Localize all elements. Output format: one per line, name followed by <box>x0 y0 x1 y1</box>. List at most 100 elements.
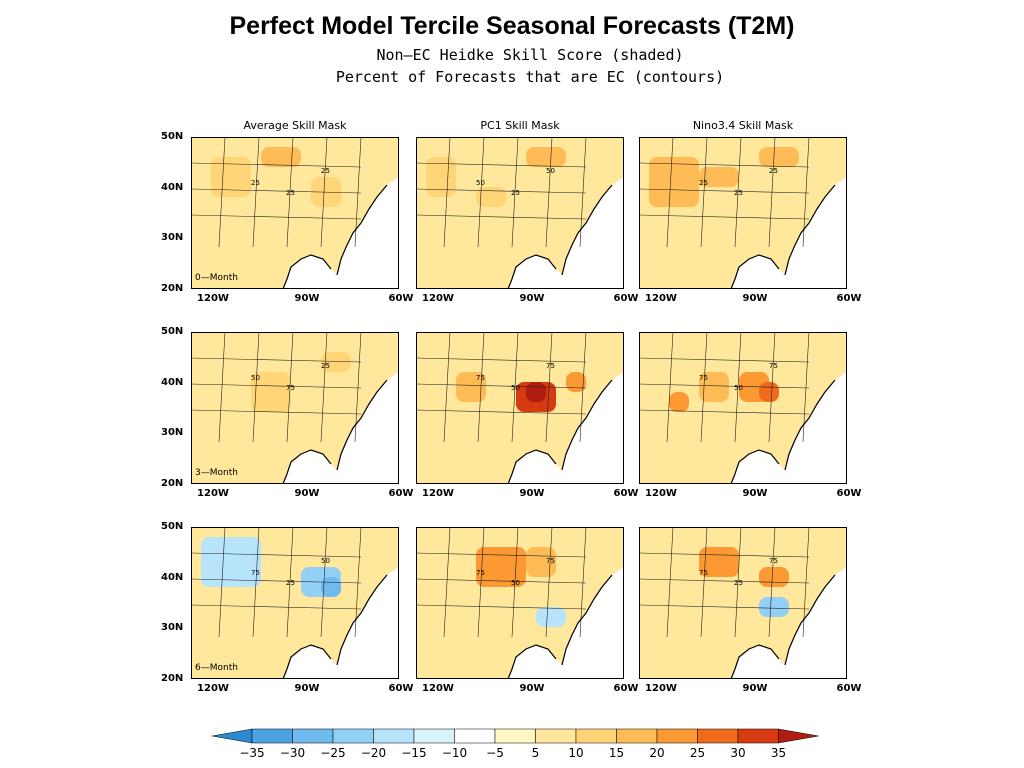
longitude-tick-label: 60W <box>388 683 414 694</box>
state-boundary <box>700 332 708 443</box>
contour-label: 25 <box>286 189 295 197</box>
state-boundary <box>286 137 294 248</box>
lead-time-label: 0—Month <box>195 273 238 283</box>
state-boundary <box>477 137 485 248</box>
map-panel-r0-c1: 50 25 50 <box>416 137 624 289</box>
longitude-tick-label: 60W <box>388 488 414 499</box>
contour-label: 50 <box>476 179 485 187</box>
state-boundary <box>511 137 519 248</box>
state-boundary <box>286 527 294 638</box>
land-shading <box>639 527 847 679</box>
longitude-tick-label: 60W <box>613 683 639 694</box>
state-boundary <box>639 357 810 363</box>
panel-frame <box>191 527 399 679</box>
state-boundary <box>191 604 362 610</box>
latitude-tick-label: 20N <box>161 478 184 489</box>
skill-shading-patch <box>261 147 301 167</box>
longitude-tick-label: 60W <box>836 683 862 694</box>
panel-frame <box>639 527 847 679</box>
state-boundary <box>191 357 362 363</box>
panel-column-title: Average Skill Mask <box>243 119 347 132</box>
latitude-tick-label: 30N <box>161 232 184 244</box>
contour-label: 50 <box>511 579 520 587</box>
coastline <box>507 574 613 679</box>
coastline <box>282 184 388 289</box>
contour-label: 75 <box>476 569 485 577</box>
map-panel-r0-c2: 25 25 25 <box>639 137 847 289</box>
longitude-tick-label: 60W <box>388 293 414 304</box>
state-boundary <box>443 137 451 248</box>
skill-shading-patch <box>526 147 566 167</box>
panel-frame <box>416 137 624 289</box>
state-boundary <box>639 552 810 558</box>
map-panel-r2-c2: 75 25 75 <box>639 527 847 679</box>
state-boundary <box>191 383 362 389</box>
skill-shading-patch <box>201 537 261 587</box>
state-boundary <box>700 137 708 248</box>
state-boundary <box>218 137 226 248</box>
contour-label: 25 <box>321 362 330 370</box>
coastline <box>507 184 613 289</box>
contour-label: 75 <box>769 557 778 565</box>
land-shading <box>639 332 847 484</box>
latitude-tick-label: 40N <box>161 571 184 583</box>
longitude-tick-label: 90W <box>742 293 768 304</box>
state-boundary <box>639 214 810 220</box>
longitude-tick-label: 60W <box>613 488 639 499</box>
coastline <box>507 379 613 484</box>
state-boundary <box>666 527 674 638</box>
state-boundary <box>734 332 742 443</box>
state-boundary <box>416 578 587 584</box>
state-boundary <box>416 552 587 558</box>
latitude-tick-label: 40N <box>161 181 184 193</box>
state-boundary <box>416 357 587 363</box>
state-boundary <box>639 162 810 168</box>
state-boundary <box>416 604 587 610</box>
skill-shading-patch <box>759 147 799 167</box>
longitude-tick-label: 90W <box>742 488 768 499</box>
latitude-tick-label: 20N <box>161 673 184 684</box>
longitude-tick-label: 90W <box>294 488 320 499</box>
lead-time-label: 6—Month <box>195 663 238 673</box>
map-panel-r0-c0: 25 25 25 <box>191 137 399 289</box>
slide-title: Perfect Model Tercile Seasonal Forecasts… <box>229 12 795 40</box>
state-boundary <box>191 552 362 558</box>
state-boundary <box>639 578 810 584</box>
skill-shading-patch <box>211 392 241 422</box>
state-boundary <box>639 604 810 610</box>
longitude-tick-label: 90W <box>742 683 768 694</box>
panel-column-title: PC1 Skill Mask <box>480 119 560 132</box>
skill-shading-patch <box>426 157 456 197</box>
contour-label: 25 <box>734 189 743 197</box>
state-boundary <box>191 409 362 415</box>
map-panel-r2-c1: 75 50 75 <box>416 527 624 679</box>
contour-label: 75 <box>699 569 708 577</box>
longitude-tick-label: 120W <box>645 293 677 304</box>
latitude-tick-label: 30N <box>161 622 184 634</box>
state-boundary <box>639 383 810 389</box>
skill-shading-patch <box>669 392 689 412</box>
skill-shading-patch <box>566 372 586 392</box>
skill-shading-patch <box>456 372 486 402</box>
skill-shading-patch <box>251 372 291 412</box>
subtitle-shaded: Non—EC Heidke Skill Score (shaded) <box>376 46 684 64</box>
contour-label: 50 <box>251 374 260 382</box>
latitude-tick-label: 30N <box>161 427 184 439</box>
latitude-tick-label: 50N <box>161 326 184 337</box>
skill-shading-patch <box>526 382 546 402</box>
longitude-tick-label: 120W <box>422 683 454 694</box>
state-boundary <box>511 332 519 443</box>
panel-frame <box>416 527 624 679</box>
coastline <box>730 184 836 289</box>
coastline <box>730 574 836 679</box>
state-boundary <box>191 162 362 168</box>
panel-frame <box>416 332 624 484</box>
contour-label: 25 <box>286 579 295 587</box>
skill-shading-patch <box>526 547 556 577</box>
state-boundary <box>734 527 742 638</box>
longitude-tick-label: 90W <box>519 488 545 499</box>
state-boundary <box>416 214 587 220</box>
longitude-tick-label: 120W <box>422 488 454 499</box>
state-boundary <box>477 527 485 638</box>
